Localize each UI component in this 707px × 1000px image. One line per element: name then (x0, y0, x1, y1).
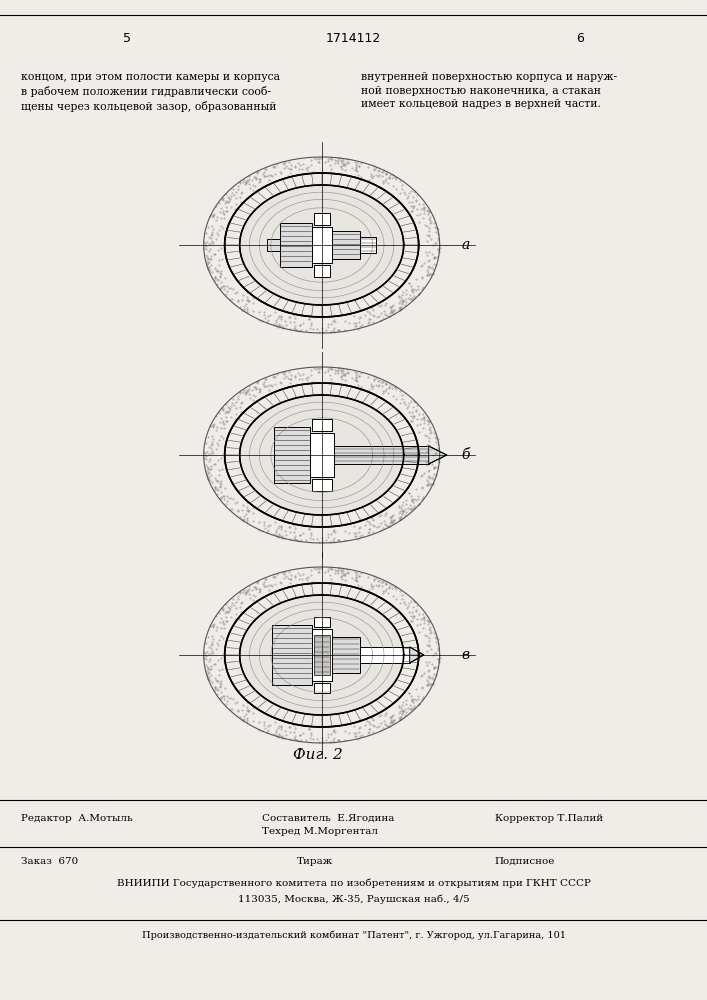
Bar (280, 223, 312, 267)
Bar (312, 629, 332, 681)
Text: Производственно-издательский комбинат "Патент", г. Ужгород, ул.Гагарина, 101: Производственно-издательский комбинат "П… (141, 930, 566, 940)
Text: Корректор Т.Палий: Корректор Т.Палий (495, 814, 603, 823)
Bar (312, 419, 332, 431)
Bar (314, 635, 329, 675)
Bar (360, 647, 409, 663)
Text: б: б (461, 448, 469, 462)
Bar (310, 433, 334, 477)
Text: концом, при этом полости камеры и корпуса
в рабочем положении гидравлически сооб: концом, при этом полости камеры и корпус… (21, 72, 280, 112)
Text: Заказ  670: Заказ 670 (21, 857, 78, 866)
Bar (267, 239, 280, 251)
Bar (312, 227, 332, 263)
Bar (360, 237, 375, 253)
Text: Составитель  Е.Ягодина
Техред М.Моргентал: Составитель Е.Ягодина Техред М.Моргентал (262, 814, 394, 836)
Bar (314, 265, 329, 277)
Text: 6: 6 (575, 31, 584, 44)
Bar (314, 213, 329, 225)
Text: Подписное: Подписное (495, 857, 555, 866)
Polygon shape (428, 446, 447, 464)
Text: Редактор  А.Мотыль: Редактор А.Мотыль (21, 814, 133, 823)
Text: 113035, Москва, Ж-35, Раушская наб., 4/5: 113035, Москва, Ж-35, Раушская наб., 4/5 (238, 895, 469, 904)
Text: 5: 5 (123, 31, 132, 44)
Polygon shape (409, 647, 423, 663)
Bar (271, 625, 312, 685)
Bar (274, 427, 310, 483)
Text: в: в (461, 648, 469, 662)
Ellipse shape (240, 595, 404, 715)
Text: ВНИИПИ Государственного комитета по изобретениям и открытиям при ГКНТ СССР: ВНИИПИ Государственного комитета по изоб… (117, 879, 590, 888)
Ellipse shape (240, 395, 404, 515)
Bar (334, 446, 428, 464)
Ellipse shape (240, 185, 404, 305)
Text: 1714112: 1714112 (326, 31, 381, 44)
Text: Тираж: Тираж (297, 857, 333, 866)
Bar (314, 617, 329, 627)
Bar (332, 231, 360, 259)
Text: а: а (461, 238, 469, 252)
Text: внутренней поверхностью корпуса и наруж-
ной поверхностью наконечника, а стакан
: внутренней поверхностью корпуса и наруж-… (361, 72, 617, 109)
Bar (332, 637, 360, 673)
Bar (314, 683, 329, 693)
Text: Фиг. 2: Фиг. 2 (293, 748, 343, 762)
Bar (312, 479, 332, 491)
